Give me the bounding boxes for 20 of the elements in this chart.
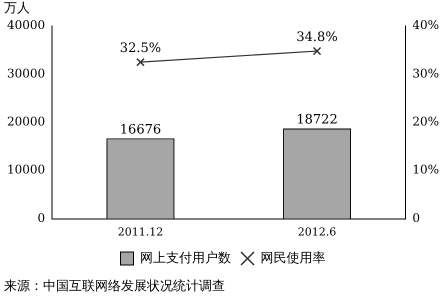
y-tick-label: 0: [38, 210, 46, 225]
x-tick-label: 2012.6: [298, 225, 336, 238]
x-tick-label: 2011.12: [118, 225, 164, 238]
y-tick-label: 30000: [6, 66, 46, 80]
y2-tick-label: 20%: [412, 114, 439, 129]
data-label: 34.8%: [296, 30, 338, 45]
data-label: 18722: [296, 112, 338, 128]
y-tick-label: 20000: [6, 114, 46, 129]
y2-tick-label: 10%: [412, 162, 439, 177]
data-label: 32.5%: [120, 41, 162, 56]
legend-label: 网民使用率: [260, 250, 326, 266]
y2-tick-label: 30%: [412, 66, 439, 80]
legend-label: 网上支付用户数: [140, 250, 231, 266]
y2-tick-label: 40%: [412, 18, 439, 32]
y-tick-label: 10000: [6, 162, 46, 177]
source-note: 来源：中国互联网络发展状况统计调查: [4, 278, 226, 295]
y2-tick-label: 0: [412, 210, 420, 225]
y-axis-title: 万人: [4, 0, 30, 16]
y-tick-label: 40000: [6, 18, 46, 32]
data-label: 16676: [120, 122, 162, 138]
